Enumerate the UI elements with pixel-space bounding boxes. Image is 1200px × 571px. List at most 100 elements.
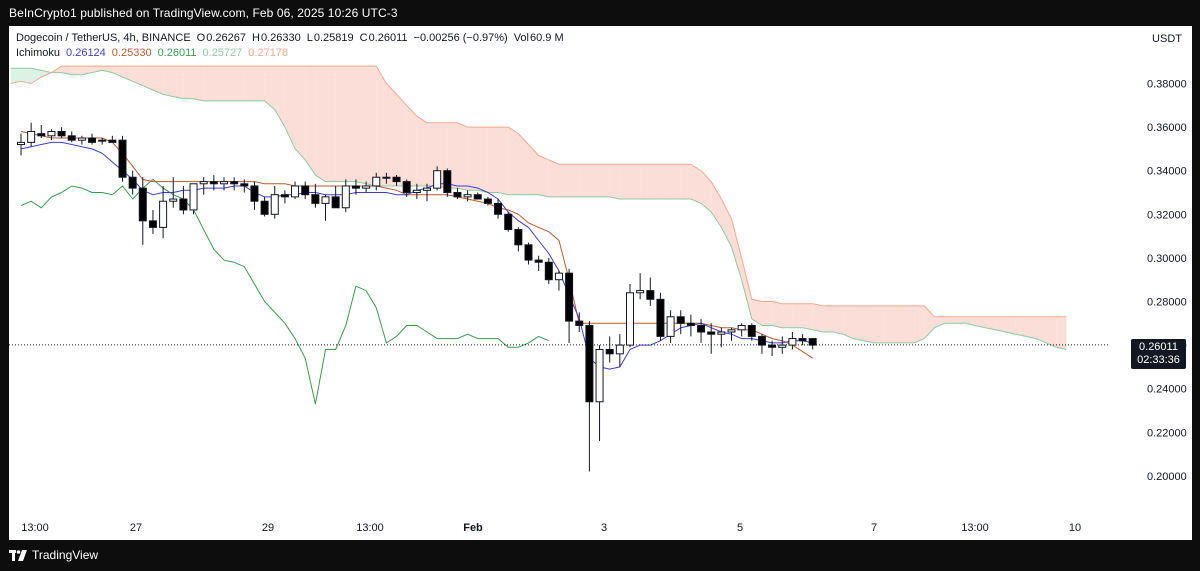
candle-body-up bbox=[737, 324, 746, 331]
cloud-segment bbox=[112, 66, 123, 77]
candle bbox=[483, 196, 492, 206]
candle bbox=[443, 168, 452, 197]
candle-body-up bbox=[47, 130, 56, 137]
candle-body-up bbox=[636, 290, 645, 294]
candle bbox=[585, 321, 594, 472]
candle-body-down bbox=[534, 259, 543, 263]
cloud-segment bbox=[833, 305, 844, 335]
candle bbox=[392, 175, 401, 186]
cloud-segment bbox=[721, 199, 732, 247]
symbol-row[interactable]: Dogecoin / TetherUS, 4h, BINANCE O 0.2626… bbox=[16, 31, 564, 46]
candle bbox=[220, 177, 228, 191]
candle-body-down bbox=[494, 202, 503, 215]
indicator-leading-a-value: 0.25727 bbox=[202, 47, 243, 59]
candle-body-down bbox=[747, 324, 756, 337]
cloud-segment bbox=[538, 155, 549, 197]
price-tick-label: 0.20000 bbox=[1147, 471, 1187, 483]
open-label: O bbox=[196, 32, 206, 44]
cloud-segment bbox=[599, 164, 610, 197]
candle bbox=[209, 175, 218, 191]
volume-label: Vol bbox=[513, 32, 529, 44]
candle-body-up bbox=[169, 198, 178, 202]
cloud-segment bbox=[244, 66, 255, 101]
price-chart[interactable]: 0.38000 0.36000 0.34000 0.32000 0.30000 0.280… bbox=[9, 26, 1192, 540]
chart-panel[interactable]: 0.38000 0.36000 0.34000 0.32000 0.30000 0.280… bbox=[9, 26, 1192, 540]
candle bbox=[138, 177, 147, 245]
cloud-segment bbox=[1056, 316, 1067, 350]
cloud-segment bbox=[284, 66, 296, 149]
cloud-segment bbox=[843, 305, 854, 339]
candle-body-down bbox=[697, 324, 706, 333]
candle-body-down bbox=[67, 135, 76, 141]
candle bbox=[331, 185, 340, 209]
candle-body-up bbox=[423, 187, 431, 191]
cloud-segment bbox=[589, 164, 600, 197]
candle-body-down bbox=[443, 170, 452, 193]
candle bbox=[230, 177, 239, 191]
cloud-segment bbox=[254, 66, 265, 101]
time-tick-label: 3 bbox=[601, 522, 607, 534]
candle bbox=[514, 227, 523, 252]
indicator-lagging-value: 0.26011 bbox=[157, 47, 197, 59]
candle bbox=[250, 181, 259, 210]
indicator-name: Ichimoku bbox=[16, 47, 61, 59]
cloud-segment bbox=[975, 316, 986, 328]
lagging-span-line bbox=[20, 178, 549, 405]
cloud-segment bbox=[995, 316, 1006, 333]
cloud-segment bbox=[1025, 316, 1036, 339]
candle bbox=[504, 212, 513, 232]
cloud-segment bbox=[670, 164, 681, 200]
candle bbox=[737, 323, 746, 337]
cloud-segment bbox=[1015, 316, 1026, 337]
candle-body-down bbox=[331, 196, 340, 209]
cloud-segment bbox=[366, 66, 377, 186]
price-tick-label: 0.24000 bbox=[1147, 384, 1187, 396]
candle bbox=[118, 135, 127, 182]
candle bbox=[636, 273, 645, 300]
price-axis-area[interactable] bbox=[1110, 26, 1192, 540]
candle bbox=[351, 179, 360, 195]
time-tick-label: 7 bbox=[871, 522, 877, 534]
low-value: 0.25819 bbox=[313, 32, 354, 44]
candle bbox=[88, 133, 97, 145]
candles bbox=[17, 122, 817, 472]
candle-body-down bbox=[483, 198, 492, 204]
candle bbox=[291, 181, 300, 200]
candle-body-up bbox=[220, 181, 228, 185]
cloud-segment bbox=[690, 164, 702, 204]
cloud-segment bbox=[487, 127, 499, 193]
candle bbox=[433, 166, 442, 191]
cloud-segment bbox=[1046, 316, 1057, 348]
currency-label[interactable]: USDT bbox=[1152, 33, 1182, 45]
candle-body-up bbox=[362, 185, 371, 189]
cloud-segment bbox=[183, 66, 194, 99]
candle bbox=[463, 190, 472, 202]
candle bbox=[666, 310, 675, 343]
candle bbox=[788, 332, 797, 350]
close-value: 0.26011 bbox=[368, 32, 408, 44]
candle-body-up bbox=[372, 176, 381, 187]
candle bbox=[108, 135, 117, 143]
candle-body-up bbox=[412, 189, 421, 194]
ichimoku-cloud bbox=[10, 65, 1067, 350]
tradingview-brand: TradingView bbox=[32, 548, 99, 562]
candle-body-up bbox=[27, 130, 36, 143]
cloud-segment bbox=[1036, 316, 1047, 343]
candle bbox=[341, 179, 350, 213]
candle-body-up bbox=[463, 194, 472, 198]
cloud-segment bbox=[701, 170, 712, 213]
tradingview-logo[interactable]: TradingView bbox=[9, 548, 98, 562]
cloud-segment bbox=[548, 159, 559, 197]
candle-body-down bbox=[676, 316, 685, 324]
time-tick-label: 5 bbox=[737, 522, 743, 534]
cloud-segment bbox=[467, 127, 478, 191]
candle-body-down bbox=[656, 298, 665, 337]
cloud-segment bbox=[680, 164, 691, 200]
time-tick-label: 27 bbox=[130, 522, 142, 534]
cloud-segment bbox=[457, 122, 468, 191]
candle bbox=[179, 185, 188, 215]
tradingview-logo-icon bbox=[9, 549, 27, 561]
cloud-segment bbox=[498, 127, 509, 195]
indicator-row[interactable]: Ichimoku 0.26124 0.25330 0.26011 0.25727… bbox=[16, 46, 564, 61]
